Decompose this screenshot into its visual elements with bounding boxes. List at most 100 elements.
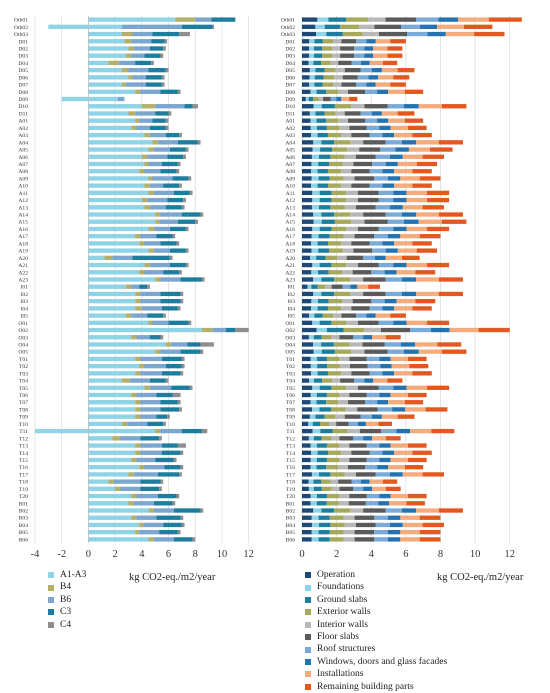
left-bar-segment (144, 385, 150, 390)
right-bar-segment (397, 111, 415, 116)
right-bar-segment (316, 31, 327, 37)
left-bar-segment (180, 277, 202, 282)
right-bar-segment (382, 450, 395, 455)
right-bar-segment (336, 421, 349, 427)
right-y-tick-label: Oth01 (281, 18, 295, 24)
left-y-tick-label: O04 (18, 342, 28, 348)
right-bar-segment (302, 450, 312, 455)
left-bar-segment (188, 320, 192, 325)
right-bar-segment (319, 407, 332, 412)
right-bar-segment (419, 537, 441, 542)
left-bar-segment (131, 457, 137, 463)
right-bar-segment (311, 132, 318, 138)
left-bar-segment (147, 197, 168, 203)
left-y-tick-label: T10 (19, 422, 28, 428)
right-bar-segment (349, 356, 367, 362)
right-bar-segment (419, 515, 441, 520)
right-bar-segment (488, 17, 522, 22)
right-y-tick-label: Oth03 (281, 32, 295, 38)
right-bar-segment (403, 219, 419, 224)
right-bar-segment (311, 176, 319, 181)
right-bar-segment (318, 176, 330, 181)
left-bar-segment (135, 371, 141, 376)
right-bar-segment (313, 140, 322, 145)
right-bar-segment (332, 147, 348, 152)
left-legend-swatch (48, 584, 54, 591)
right-bar-segment (316, 465, 327, 470)
left-bar-segment (88, 169, 140, 174)
right-bar-segment (309, 53, 315, 58)
left-bar-segment (177, 400, 181, 405)
left-bar-segment (155, 349, 161, 354)
left-bar-segment (144, 161, 149, 167)
right-bar-segment (377, 118, 389, 123)
right-bar-segment (400, 342, 416, 347)
right-bar-segment (317, 241, 328, 246)
right-bar-segment (396, 298, 416, 304)
right-bar-segment (302, 465, 311, 470)
left-bar-segment (108, 60, 120, 66)
right-bar-segment (378, 320, 394, 325)
right-bar-segment (385, 212, 402, 217)
right-bar-segment (319, 385, 332, 390)
left-bar-segment (156, 392, 173, 398)
right-y-tick-label: T14 (286, 451, 295, 457)
right-bar-segment (326, 31, 343, 37)
left-bar-segment (88, 378, 122, 383)
right-bar-segment (309, 67, 316, 73)
left-bar-segment (153, 508, 174, 513)
left-bar-segment (181, 363, 185, 369)
right-bar-segment (314, 53, 323, 58)
right-bar-segment (366, 356, 380, 362)
right-bar-segment (406, 385, 428, 390)
left-bar-segment (161, 443, 178, 448)
right-bar-segment (313, 335, 322, 340)
right-bar-segment (311, 161, 319, 167)
left-bar-segment (148, 147, 154, 152)
right-bar-segment (313, 508, 322, 513)
left-legend-item: B4 (48, 581, 86, 593)
right-bar-segment (374, 530, 388, 535)
right-bar-segment (357, 407, 378, 412)
left-bar-segment (159, 486, 162, 492)
left-bar-segment (147, 284, 150, 289)
left-bar-segment (131, 392, 137, 398)
right-bar-segment (348, 89, 365, 94)
right-y-tick-label: A06 (285, 155, 295, 161)
right-bar-segment (341, 313, 356, 318)
right-bar-segment (302, 241, 312, 246)
left-y-tick-label: D02 (18, 46, 28, 52)
left-bar-segment (121, 67, 129, 73)
left-bar-segment (88, 472, 129, 477)
right-bar-segment (338, 465, 349, 470)
right-bar-segment (368, 284, 380, 289)
right-bar-segment (364, 104, 388, 109)
left-bar-segment (163, 421, 166, 427)
right-bar-segment (360, 414, 372, 419)
right-bar-segment (319, 320, 332, 325)
right-y-tick-label: A01 (285, 119, 295, 125)
left-bar-segment (88, 53, 126, 58)
right-bar-segment (349, 443, 367, 448)
left-y-tick-label: A11 (19, 191, 29, 197)
right-bar-segment (366, 443, 380, 448)
right-bar-segment (401, 291, 417, 297)
right-bar-segment (346, 385, 358, 390)
right-bar-segment (354, 176, 374, 181)
right-bar-segment (346, 197, 358, 203)
right-bar-segment (355, 205, 376, 210)
left-y-tick-label: T07 (19, 400, 28, 406)
right-bar-segment (319, 262, 332, 268)
left-bar-segment (151, 60, 154, 66)
left-bar-segment (88, 118, 136, 123)
right-bar-segment (354, 234, 374, 239)
right-bar-segment (390, 493, 408, 499)
left-bar-segment (149, 132, 166, 138)
right-y-tick-label: T16 (286, 465, 295, 471)
left-legend-label: C3 (60, 607, 72, 618)
left-bar-segment (131, 515, 137, 520)
right-bar-segment (335, 111, 345, 116)
right-bar-segment (352, 270, 372, 275)
right-bar-segment (390, 82, 406, 87)
right-bar-segment (337, 255, 347, 261)
